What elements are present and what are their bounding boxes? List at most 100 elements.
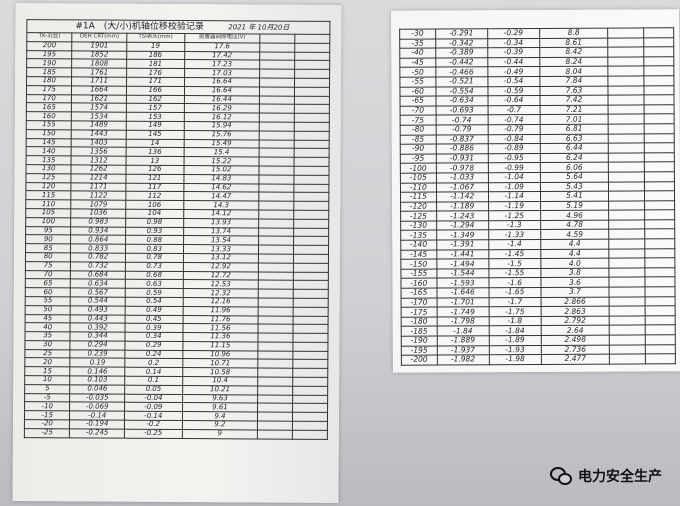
tsi-value: 0.29 xyxy=(124,341,183,351)
blank-cell xyxy=(609,354,646,364)
tk3-value: -50 xyxy=(399,67,436,78)
tsi-value: -1.89 xyxy=(488,335,542,346)
tsi-value: 171 xyxy=(126,77,185,87)
deh-crt-value: 0.493 xyxy=(70,305,126,315)
sheet-title: #1A (大/小)机轴位移校验记录 xyxy=(75,20,204,32)
tk3-value: 105 xyxy=(25,208,72,218)
blank-cell xyxy=(609,325,646,336)
watermark-text: 电力安全生产 xyxy=(578,469,662,485)
blank-cell xyxy=(644,162,675,172)
gap-voltage-value: 10.21 xyxy=(182,385,258,395)
deh-crt-value: -0.978 xyxy=(435,163,489,173)
deh-crt-value: 1664 xyxy=(71,85,127,95)
tk3-value: -150 xyxy=(400,259,437,270)
blank-cell xyxy=(259,95,295,105)
blank-cell xyxy=(644,267,675,278)
deh-crt-value: -1.749 xyxy=(436,306,489,317)
gap-voltage-value: 4.0 xyxy=(540,258,610,269)
blank-cell xyxy=(644,248,675,259)
blank-cell xyxy=(293,227,329,237)
deh-crt-value: 0.19 xyxy=(70,358,125,368)
blank-cell xyxy=(259,104,295,114)
tsi-value: -0.34 xyxy=(487,38,540,48)
tk3-value: -115 xyxy=(400,192,437,202)
blank-cell xyxy=(258,271,294,281)
tsi-value: 0.63 xyxy=(125,279,183,289)
gap-voltage-value: 2.498 xyxy=(540,335,610,346)
tsi-value: 0.1 xyxy=(124,376,183,386)
tsi-value: -0.59 xyxy=(487,86,540,96)
tsi-value: -0.74 xyxy=(487,114,540,125)
tsi-value: -0.14 xyxy=(124,411,183,421)
deh-crt-value: -1.494 xyxy=(436,258,489,269)
blank-cell xyxy=(607,47,644,57)
deh-crt-value: -0.634 xyxy=(435,95,488,106)
blank-cell xyxy=(257,394,293,404)
tsi-value: -1.98 xyxy=(489,354,542,365)
tsi-value: 136 xyxy=(126,147,184,157)
tk3-value: -125 xyxy=(400,211,437,222)
gap-voltage-value: 11.36 xyxy=(182,332,259,342)
blank-cell xyxy=(644,277,676,287)
blank-cell xyxy=(293,271,329,281)
blank-cell xyxy=(609,267,645,278)
tsi-value: -1.19 xyxy=(488,201,541,212)
tk3-value: -35 xyxy=(399,38,436,49)
tsi-value: -0.39 xyxy=(487,47,540,58)
deh-crt-value: -1.889 xyxy=(436,335,489,346)
tk3-value: 170 xyxy=(26,94,72,104)
blank-cell xyxy=(644,171,675,182)
tk3-value: 55 xyxy=(25,296,71,306)
tsi-value: 14 xyxy=(126,138,184,148)
blank-cell xyxy=(293,236,329,246)
deh-crt-value: 0.684 xyxy=(70,270,126,280)
deh-crt-value: -1.243 xyxy=(436,211,489,221)
header-blank xyxy=(260,34,295,44)
blank-cell xyxy=(292,430,328,440)
gap-voltage-value: 17.42 xyxy=(184,51,261,61)
tsi-value: 0.88 xyxy=(125,235,184,245)
deh-crt-value: -1.798 xyxy=(436,316,489,327)
deh-crt-value: 1574 xyxy=(71,103,127,113)
left-record-sheet: #1A (大/小)机轴位移校验记录 2021 年 10月20日 TK-3(丝) … xyxy=(12,3,342,503)
tsi-value: -0.84 xyxy=(487,134,540,144)
deh-crt-value: -0.194 xyxy=(69,419,125,430)
blank-cell xyxy=(258,289,294,299)
tk3-value: 65 xyxy=(25,278,71,288)
tsi-value: -1.45 xyxy=(488,249,541,259)
tsi-value: -0.49 xyxy=(487,66,540,77)
deh-crt-value: 0.294 xyxy=(70,340,125,350)
blank-cell xyxy=(259,51,295,61)
deh-crt-value: -1.142 xyxy=(436,191,489,202)
deh-crt-value: 1262 xyxy=(71,164,127,174)
blank-cell xyxy=(643,85,674,96)
blank-cell xyxy=(292,359,328,369)
blank-cell xyxy=(643,37,674,48)
tsi-value: 112 xyxy=(125,191,184,201)
tk3-value: 95 xyxy=(25,226,72,236)
deh-crt-value: -0.886 xyxy=(435,143,488,154)
blank-cell xyxy=(608,152,645,163)
blank-cell xyxy=(293,306,329,316)
tk3-value: 200 xyxy=(26,41,73,51)
tk3-value: 75 xyxy=(25,261,71,271)
blank-cell xyxy=(258,280,294,290)
tk3-value: -175 xyxy=(401,307,437,318)
tk3-value: -185 xyxy=(401,326,437,337)
tsi-value: 0.73 xyxy=(125,261,183,272)
deh-crt-value: 1711 xyxy=(71,76,127,86)
tsi-value: 19 xyxy=(126,41,185,52)
gap-voltage-value: 3.6 xyxy=(540,277,610,288)
gap-voltage-value: 7.21 xyxy=(539,104,609,115)
tsi-value: 0.93 xyxy=(125,226,184,236)
deh-crt-value: 1534 xyxy=(71,112,127,122)
wechat-icon xyxy=(550,467,572,485)
sheet-date: 2021 年 10月20日 xyxy=(228,22,290,32)
tsi-value: -1.75 xyxy=(488,306,541,317)
tk3-value: 80 xyxy=(25,252,71,262)
table-row: -200 -1.982 -1.98 2.477 xyxy=(401,353,676,365)
gap-voltage-value: 5.43 xyxy=(540,181,609,192)
blank-cell xyxy=(608,200,645,211)
tk3-value: 115 xyxy=(25,190,72,200)
blank-cell xyxy=(644,133,675,144)
